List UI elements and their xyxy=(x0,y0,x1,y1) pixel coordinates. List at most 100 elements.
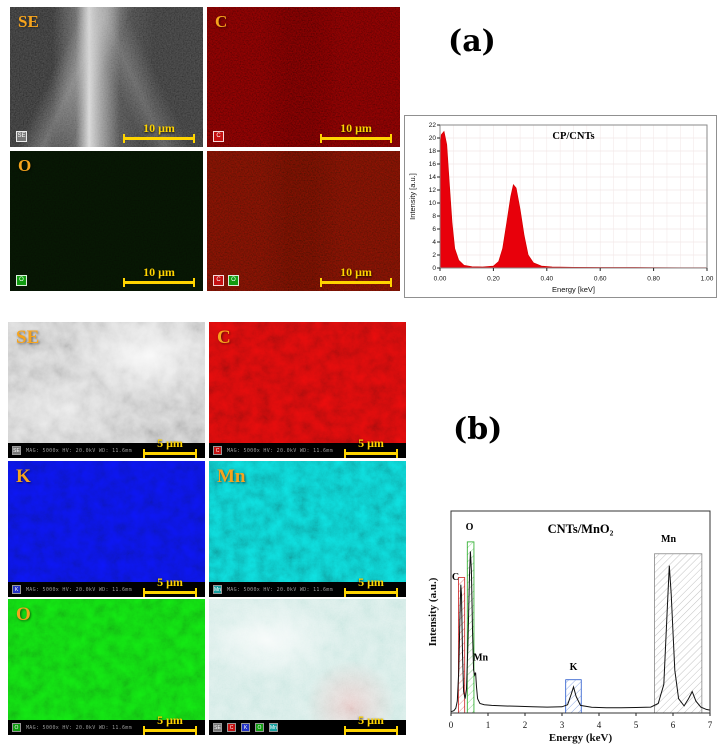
svg-text:22: 22 xyxy=(429,122,437,129)
eds-spectrum-chart-a: 0.00 0.20 0.40 0.60 0.80 1.00 0 2 4 6 8 10 12 14 16 18 2… xyxy=(404,115,717,298)
scale-bar: 5 μm xyxy=(143,713,197,735)
scale-bar-line xyxy=(143,726,197,735)
eds-map-c-a: C C 10 μm xyxy=(207,7,400,147)
element-label-k-b: K xyxy=(16,466,31,487)
svg-text:6: 6 xyxy=(432,226,436,233)
svg-text:4: 4 xyxy=(432,239,436,246)
scale-bar: 5 μm xyxy=(344,713,398,735)
detector-chip-o: O xyxy=(228,275,239,286)
svg-text:Energy [keV]: Energy [keV] xyxy=(552,285,595,294)
svg-text:Mn: Mn xyxy=(473,653,488,664)
svg-text:O: O xyxy=(466,522,474,533)
acquisition-meta: MAG: 5000x HV: 20.0kV WD: 11.6mm xyxy=(26,586,132,593)
acquisition-meta: MAG: 5000x HV: 20.0kV WD: 11.6mm xyxy=(26,447,132,454)
svg-text:7: 7 xyxy=(708,720,713,730)
svg-text:C: C xyxy=(452,572,459,583)
eds-map-c-b: C C MAG: 5000x HV: 20.0kV WD: 11.6mm 5 μ… xyxy=(209,322,406,458)
legend-chip-c: C xyxy=(227,723,236,732)
svg-text:1.00: 1.00 xyxy=(701,276,714,283)
detector-chip-c: C xyxy=(213,275,224,286)
scale-bar-label: 10 μm xyxy=(340,121,372,135)
svg-text:0.60: 0.60 xyxy=(594,276,607,283)
eds-map-k-b: K K MAG: 5000x HV: 20.0kV WD: 11.6mm 5 μ… xyxy=(8,461,205,597)
detector-chip-o-a: O xyxy=(16,275,27,286)
svg-text:2: 2 xyxy=(523,720,528,730)
eds-map-o-b: O O MAG: 5000x HV: 20.0kV WD: 11.6mm 5 μ… xyxy=(8,599,205,735)
svg-text:Intensity (a.u.): Intensity (a.u.) xyxy=(427,577,439,646)
scale-bar-label: 5 μm xyxy=(358,713,384,727)
svg-text:3: 3 xyxy=(560,720,565,730)
svg-text:CP/CNTs: CP/CNTs xyxy=(552,131,594,142)
svg-text:0.40: 0.40 xyxy=(540,276,553,283)
scale-bar-line xyxy=(143,449,197,458)
svg-text:12: 12 xyxy=(429,187,437,194)
scale-bar: 5 μm xyxy=(143,575,197,597)
scale-bar-label: 5 μm xyxy=(157,436,183,450)
element-label-o-b: O xyxy=(16,604,31,625)
svg-text:Energy (keV): Energy (keV) xyxy=(549,732,613,744)
svg-text:1: 1 xyxy=(486,720,491,730)
sem-image-se-a: SE SE 10 μm xyxy=(10,7,203,147)
scale-bar: 5 μm xyxy=(344,436,398,458)
acquisition-meta: MAG: 5000x HV: 20.0kV WD: 11.6mm xyxy=(227,447,333,454)
acquisition-meta: MAG: 5000x HV: 20.0kV WD: 11.6mm xyxy=(227,586,333,593)
svg-text:0.20: 0.20 xyxy=(487,276,500,283)
scale-bar: 10 μm xyxy=(320,265,392,287)
element-label-se-a: SE xyxy=(18,12,39,31)
eds-map-overlay-a: C O 10 μm xyxy=(207,151,400,291)
scale-bar-label: 5 μm xyxy=(358,436,384,450)
svg-text:10: 10 xyxy=(429,200,437,207)
scale-bar: 10 μm xyxy=(123,265,195,287)
detector-chip-se-b: SE xyxy=(12,446,21,455)
scale-bar-label: 5 μm xyxy=(358,575,384,589)
detector-chip-c-a: C xyxy=(213,131,224,142)
spectrum-plot-b: 0 1 2 3 4 5 6 7 Energy (keV) Intensity (a.u.) CNTs… xyxy=(427,503,718,745)
detector-chip-se-a: SE xyxy=(16,131,27,142)
scale-bar-label: 5 μm xyxy=(157,575,183,589)
scale-bar-line xyxy=(143,588,197,597)
sem-image-se-b: SE SE MAG: 5000x HV: 20.0kV WD: 11.6mm 5… xyxy=(8,322,205,458)
legend-chip-se: SE xyxy=(213,723,222,732)
legend-chip-mn: Mn xyxy=(269,723,278,732)
svg-text:Mn: Mn xyxy=(661,534,676,545)
panel-label-a: (a) xyxy=(448,24,496,59)
svg-text:0: 0 xyxy=(449,720,454,730)
scale-bar: 5 μm xyxy=(344,575,398,597)
scale-bar-label: 5 μm xyxy=(157,713,183,727)
eds-map-o-a: O O 10 μm xyxy=(10,151,203,291)
scale-bar-line xyxy=(344,588,398,597)
scale-bar-label: 10 μm xyxy=(340,265,372,279)
scale-bar-line xyxy=(320,134,392,143)
eds-map-mn-b: Mn Mn MAG: 5000x HV: 20.0kV WD: 11.6mm 5… xyxy=(209,461,406,597)
svg-text:K: K xyxy=(570,662,578,673)
detector-chip-mn-b: Mn xyxy=(213,585,222,594)
svg-text:4: 4 xyxy=(597,720,602,730)
svg-text:Intensity [a.u.]: Intensity [a.u.] xyxy=(408,173,417,220)
detector-chip-c-b: C xyxy=(213,446,222,455)
svg-text:0.80: 0.80 xyxy=(647,276,660,283)
scale-bar: 5 μm xyxy=(143,436,197,458)
svg-text:0.00: 0.00 xyxy=(434,276,447,283)
scale-bar-line xyxy=(344,449,398,458)
svg-text:8: 8 xyxy=(432,213,436,220)
scale-bar-label: 10 μm xyxy=(143,121,175,135)
panel-label-b: (b) xyxy=(453,412,503,447)
scale-bar: 10 μm xyxy=(320,121,392,143)
legend-chip-o: O xyxy=(255,723,264,732)
scale-bar-label: 10 μm xyxy=(143,265,175,279)
scale-bar-line xyxy=(123,278,195,287)
detector-chip-k-b: K xyxy=(12,585,21,594)
svg-text:14: 14 xyxy=(429,174,437,181)
svg-text:20: 20 xyxy=(429,135,437,142)
legend-chip-k: K xyxy=(241,723,250,732)
scale-bar-line xyxy=(320,278,392,287)
eds-map-overlay-b: SE C K O Mn 5 μm xyxy=(209,599,406,735)
svg-text:18: 18 xyxy=(429,148,437,155)
eds-spectrum-chart-b: 0 1 2 3 4 5 6 7 Energy (keV) Intensity (a.u.) CNTs… xyxy=(427,503,718,745)
element-label-c-a: C xyxy=(215,12,228,31)
svg-text:0: 0 xyxy=(432,265,436,272)
svg-text:CNTs/MnO₂: CNTs/MnO₂ xyxy=(548,522,614,536)
spectrum-plot-a: 0.00 0.20 0.40 0.60 0.80 1.00 0 2 4 6 8 10 12 14 16 18 2… xyxy=(406,117,715,296)
svg-text:2: 2 xyxy=(432,252,436,259)
scale-bar-line xyxy=(123,134,195,143)
